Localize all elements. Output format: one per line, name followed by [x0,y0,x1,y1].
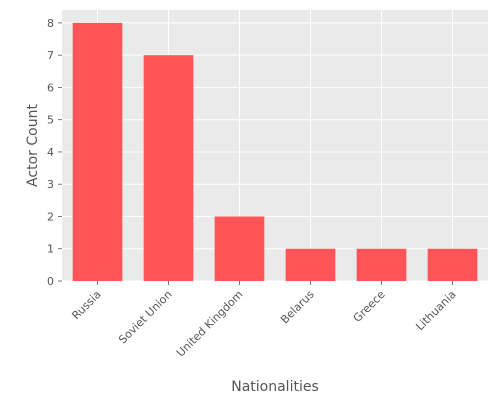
x-tick-label: Soviet Union [116,288,174,346]
x-axis-label: Nationalities [231,379,319,395]
y-tick-label: 4 [47,146,54,159]
y-tick-label: 5 [47,114,54,127]
y-tick-label: 8 [47,17,54,30]
bar-greece [356,248,407,281]
y-tick-label: 1 [47,243,54,256]
y-tick-label: 7 [47,49,54,62]
bar-russia [72,22,123,282]
x-tick-label: United Kingdom [174,288,246,360]
y-tick-label: 0 [47,275,54,288]
bar-united-kingdom [214,216,265,281]
x-tick-label: Lithuania [413,288,458,333]
bar-belarus [285,248,336,281]
x-tick-label: Russia [69,288,103,322]
x-tick-label: Belarus [278,288,317,327]
x-axis-ticks: Russia Soviet Union United Kingdom Belarus G… [69,281,459,360]
bar-lithuania [427,248,478,281]
y-axis-ticks: 0 1 2 3 4 5 6 7 8 [47,17,62,288]
y-tick-label: 2 [47,210,54,223]
y-tick-label: 6 [47,81,54,94]
y-axis-label: Actor Count [25,104,41,187]
bars [72,22,478,282]
x-tick-label: Greece [351,288,388,325]
y-tick-label: 3 [47,178,54,191]
bar-soviet-union [143,55,194,281]
plot-background [62,10,488,281]
